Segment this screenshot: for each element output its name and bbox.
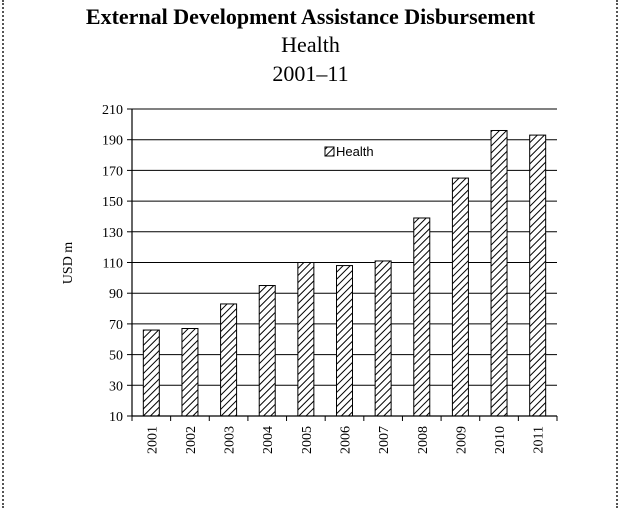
y-axis-label: USD m (61, 242, 76, 285)
y-tick-label-150: 150 (102, 195, 123, 210)
title-block: External Development Assistance Disburse… (0, 4, 621, 88)
x-tick-labels: 2001 2002 2003 2004 2005 2006 2007 2008 2009 2010… (131, 416, 558, 454)
y-tick-label-10: 10 (109, 410, 123, 425)
frame-border-left (2, 0, 4, 508)
y-tick-label-90: 90 (109, 287, 123, 302)
y-tick-label-170: 170 (102, 164, 123, 179)
chart-title: External Development Assistance Disburse… (85, 4, 536, 29)
bar-2008 (413, 217, 431, 417)
bar-2002 (181, 328, 199, 417)
x-tick-label-2009: 2009 (454, 426, 469, 454)
x-tick-label-2003: 2003 (223, 426, 238, 454)
bar-2003 (220, 303, 238, 417)
x-tick-label-2004: 2004 (261, 426, 276, 454)
y-tick-label-70: 70 (109, 318, 123, 333)
y-tick-label-30: 30 (109, 379, 123, 394)
bar-2006 (336, 265, 353, 417)
y-tick-labels: 10 30 50 70 90 110 130 150 170 190 210 (102, 103, 132, 425)
y-tick-label-130: 130 (102, 226, 123, 241)
chart-subtitle-line-1: Health (281, 32, 340, 57)
y-tick-label-110: 110 (103, 257, 123, 272)
bar-2007 (374, 260, 392, 417)
bar-2009 (451, 177, 469, 417)
bar-2001 (142, 329, 160, 417)
legend: Health (324, 144, 374, 159)
x-tick-label-2007: 2007 (377, 426, 392, 454)
x-tick-label-2002: 2002 (184, 426, 199, 454)
y-tick-label-210: 210 (102, 103, 123, 118)
x-tick-label-2008: 2008 (416, 426, 431, 454)
x-tick-label-2006: 2006 (339, 426, 354, 454)
legend-label-health: Health (336, 144, 374, 159)
frame-border-right (616, 0, 618, 508)
bars (142, 129, 547, 417)
chart-subtitle-line-2: 2001–11 (272, 61, 349, 86)
legend-swatch-health (324, 146, 335, 157)
x-tick-label-2001: 2001 (145, 426, 160, 454)
x-tick-label-2011: 2011 (532, 426, 547, 453)
y-tick-label-190: 190 (102, 134, 123, 149)
x-tick-label-2005: 2005 (300, 426, 315, 454)
bar-2011 (529, 134, 547, 417)
bar-2005 (297, 262, 315, 417)
bar-2004 (258, 285, 276, 417)
y-tick-label-50: 50 (109, 349, 123, 364)
x-tick-label-2010: 2010 (493, 426, 508, 454)
bar-2010 (490, 129, 508, 417)
